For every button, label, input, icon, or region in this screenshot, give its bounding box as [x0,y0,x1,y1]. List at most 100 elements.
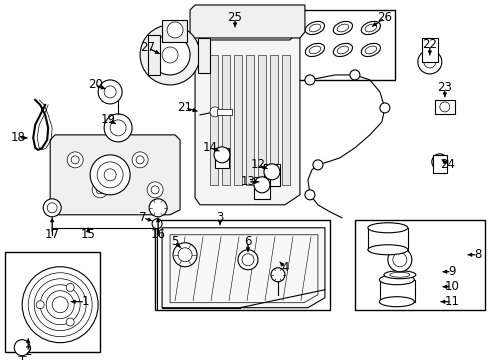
Circle shape [36,301,44,309]
Circle shape [271,268,285,282]
Bar [254,177,270,199]
Circle shape [380,103,390,113]
Circle shape [162,47,178,63]
Circle shape [388,248,412,272]
Circle shape [22,267,98,343]
Circle shape [214,147,230,163]
Circle shape [178,248,192,262]
Circle shape [150,35,190,75]
Circle shape [104,114,132,142]
Text: 18: 18 [11,131,25,144]
Circle shape [173,243,197,267]
Text: 4: 4 [281,261,289,274]
Circle shape [264,164,280,180]
Text: 8: 8 [474,248,482,261]
Text: 27: 27 [141,41,156,54]
Polygon shape [190,5,305,38]
Bar [5,252,100,352]
Text: 19: 19 [100,113,116,126]
Bar [270,55,278,185]
Bar [355,220,485,310]
Circle shape [147,182,163,198]
Text: 16: 16 [150,228,166,241]
Ellipse shape [305,21,324,35]
Bar [295,10,395,80]
Text: 24: 24 [441,158,455,171]
Circle shape [28,273,92,337]
Circle shape [167,22,183,38]
Circle shape [313,160,323,170]
Text: 14: 14 [202,141,218,154]
Bar [155,220,330,310]
Ellipse shape [379,297,415,307]
Circle shape [43,199,61,217]
Circle shape [40,285,80,325]
Bar [433,155,447,173]
Circle shape [350,70,360,80]
Circle shape [67,152,83,168]
Circle shape [149,199,167,217]
Circle shape [254,177,270,193]
Bar [246,55,254,185]
Circle shape [66,318,74,326]
Text: 12: 12 [250,158,266,171]
Ellipse shape [305,43,324,57]
Text: 23: 23 [438,81,452,94]
Circle shape [66,283,74,291]
Circle shape [92,182,108,198]
Bar [258,55,266,185]
Text: 3: 3 [217,211,224,224]
Text: 10: 10 [444,280,459,293]
Circle shape [14,340,30,356]
Ellipse shape [368,223,408,233]
Bar [210,55,218,185]
Bar [148,35,160,75]
Bar [215,148,229,168]
Bar [435,100,455,114]
Ellipse shape [379,275,415,285]
Polygon shape [162,228,325,308]
Bar [234,55,242,185]
Text: 22: 22 [422,39,438,51]
Text: 5: 5 [172,235,179,248]
Circle shape [152,219,162,229]
Text: 9: 9 [448,265,456,278]
Polygon shape [195,35,300,205]
Bar [222,55,230,185]
Circle shape [305,190,315,200]
Text: 17: 17 [45,228,60,241]
Ellipse shape [361,43,381,57]
Circle shape [418,50,442,74]
Text: 15: 15 [81,228,96,241]
Circle shape [132,152,148,168]
Circle shape [98,80,122,104]
Text: 2: 2 [24,345,32,358]
Circle shape [210,107,220,117]
Circle shape [140,25,200,85]
Circle shape [52,297,68,313]
Ellipse shape [333,21,352,35]
Circle shape [90,155,130,195]
Bar [217,109,232,115]
Text: 21: 21 [177,102,193,114]
Circle shape [34,279,86,331]
Ellipse shape [361,21,381,35]
Circle shape [305,75,315,85]
Ellipse shape [333,43,352,57]
Bar [198,38,210,73]
Ellipse shape [368,245,408,255]
Text: 25: 25 [227,12,243,24]
Bar [162,20,187,42]
Bar [264,164,280,186]
Polygon shape [50,135,180,215]
Text: 1: 1 [81,295,89,308]
Text: 20: 20 [88,78,102,91]
Text: 7: 7 [139,211,147,224]
Text: 6: 6 [244,235,252,248]
Circle shape [238,250,258,270]
Circle shape [46,291,74,319]
Text: 13: 13 [241,175,255,188]
Circle shape [432,154,448,170]
Text: 26: 26 [377,12,392,24]
Bar [368,228,408,250]
